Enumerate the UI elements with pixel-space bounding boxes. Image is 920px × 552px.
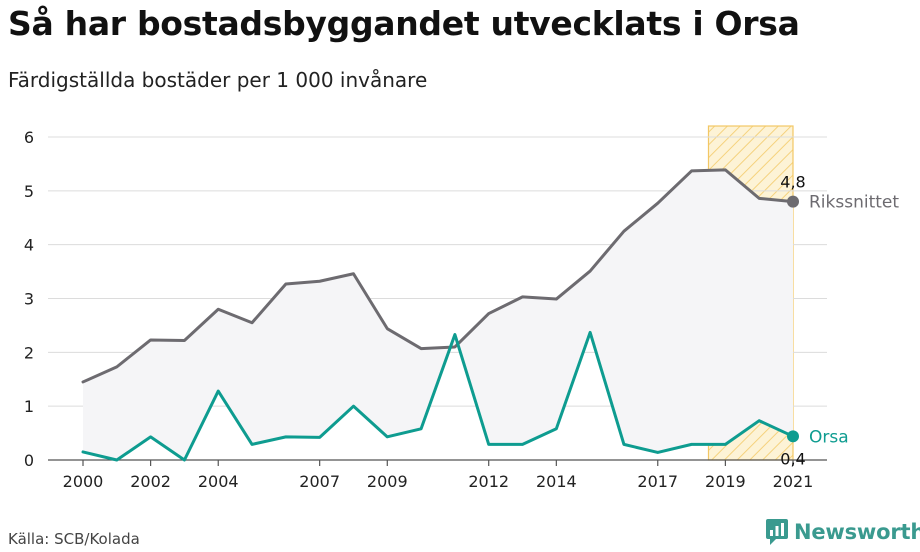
series-name-label: Orsa	[809, 427, 849, 447]
y-tick-label: 2	[24, 343, 34, 362]
series-line	[81, 168, 795, 384]
x-tick-label: 2019	[705, 472, 746, 491]
y-tick-label: 5	[24, 182, 34, 201]
x-tick-label: 2012	[468, 472, 509, 491]
series-value-label: 4,8	[780, 173, 805, 192]
series-value-label: 0,4	[780, 449, 805, 468]
x-tick-label: 2014	[536, 472, 577, 491]
y-tick-label: 6	[24, 128, 34, 147]
series-name-label: Rikssnittet	[809, 193, 899, 213]
series-line	[81, 330, 795, 462]
area-fill	[83, 169, 793, 461]
icon-bar-3	[781, 523, 784, 536]
x-tick-label: 2017	[637, 472, 678, 491]
line-chart: 2000 2002 2004 2007 2009 2012 2014 2017 2019 2021…	[24, 125, 899, 491]
y-tick-label: 4	[24, 236, 34, 255]
icon-tail	[770, 539, 776, 545]
x-tick-label: 2009	[367, 472, 408, 491]
icon-bar-1	[770, 530, 773, 536]
x-tick-label: 2000	[63, 472, 104, 491]
y-tick-label: 0	[24, 451, 34, 470]
chart-subtitle: Färdigställda bostäder per 1 000 invånar…	[8, 68, 428, 92]
icon-bar-2	[775, 526, 779, 536]
x-tick-label: 2004	[198, 472, 239, 491]
x-axis: 2000 2002 2004 2007 2009 2012 2014 2017 2019 2021	[48, 459, 827, 491]
chart-title: Så har bostadsbyggandet utvecklats i Ors…	[8, 4, 800, 43]
x-tick-label: 2002	[130, 472, 171, 491]
y-tick-label: 3	[24, 290, 34, 309]
brand-name: Newsworthy	[794, 520, 920, 544]
series-endpoint	[787, 430, 799, 443]
newsworthy-icon	[766, 519, 788, 545]
series-lines	[81, 168, 799, 462]
brand-logo: Newsworthy	[766, 519, 920, 545]
y-axis: 0 1 2 3 4 5 6	[24, 128, 34, 470]
x-tick-label: 2007	[299, 472, 340, 491]
source-note: Källa: SCB/Kolada	[8, 530, 140, 548]
area-between-series	[83, 169, 793, 461]
y-tick-label: 1	[24, 397, 34, 416]
series-endpoint	[787, 195, 799, 208]
x-tick-label: 2021	[773, 472, 814, 491]
